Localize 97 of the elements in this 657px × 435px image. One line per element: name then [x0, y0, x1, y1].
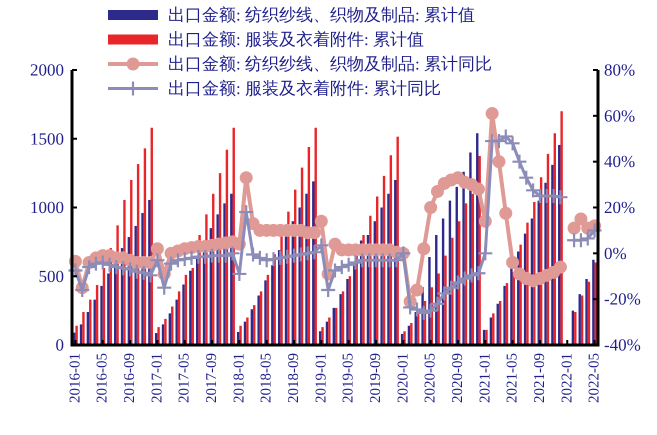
bar [232, 128, 235, 345]
bar [278, 250, 280, 345]
bar [554, 133, 556, 345]
legend-label: 出口金额: 纺织纱线、织物及制品: 累计同比 [168, 54, 492, 74]
x-tick-label: 2021-05 [504, 353, 521, 403]
bar [89, 300, 92, 345]
bar [253, 305, 256, 345]
bar [339, 294, 342, 345]
x-tick-label: 2017-01 [149, 353, 166, 403]
bar [168, 313, 172, 345]
bar [189, 270, 192, 345]
bar [503, 286, 506, 345]
x-tick-label: 2016-09 [122, 353, 138, 403]
bar [86, 312, 90, 345]
x-tick-label: 2020-09 [450, 353, 466, 403]
bar [451, 238, 454, 345]
x-tick-label: 2017-05 [176, 353, 193, 403]
y-tick-label: 2000 [30, 60, 64, 80]
bar [192, 268, 194, 345]
x-tick-label: 2022-01 [559, 353, 576, 403]
bar [574, 312, 576, 345]
y-tick-label: 1500 [30, 129, 64, 148]
x-tick-label: 2019-01 [313, 353, 330, 403]
bar [196, 257, 198, 345]
bar [107, 274, 110, 345]
y-tick-label: 500 [38, 266, 64, 286]
legend-label: 出口金额: 服装及衣着附件: 累计同比 [168, 79, 441, 98]
bar [416, 313, 420, 345]
bar [592, 260, 595, 345]
bar [178, 291, 180, 345]
bar [353, 264, 356, 345]
bar [435, 235, 438, 345]
bar [512, 272, 516, 345]
legend-label: 出口金额: 服装及衣着附件: 累计值 [168, 30, 424, 49]
x-tick-label: 2021-01 [477, 353, 494, 403]
x-tick-label: 2018-05 [258, 353, 275, 403]
bar [274, 254, 276, 345]
bar [266, 274, 270, 345]
y2-tick-label: 20% [604, 198, 636, 217]
bar [175, 300, 178, 345]
x-tick-label: 2019-05 [340, 353, 357, 403]
bar [271, 265, 274, 345]
bar [578, 294, 581, 345]
x-tick-label: 2018-01 [231, 353, 248, 403]
legend-label: 出口金额: 纺织纱线、织物及制品: 累计值 [168, 6, 475, 24]
bar [585, 279, 588, 345]
x-tick-label: 2022-05 [586, 353, 603, 403]
y2-tick-label: -20% [604, 290, 641, 309]
bar [96, 285, 98, 345]
x-tick-label: 2016-01 [67, 353, 84, 403]
bar [164, 318, 167, 345]
bar [492, 313, 495, 345]
bar [428, 257, 431, 345]
bar [408, 326, 410, 345]
y-tick-label: 1000 [30, 198, 64, 217]
x-tick-label: 2021-09 [532, 353, 548, 403]
x-tick-label: 2020-05 [422, 353, 439, 403]
bar [82, 312, 85, 345]
bar [498, 301, 502, 345]
bar [335, 308, 338, 345]
bar [257, 296, 260, 345]
bar [246, 318, 249, 345]
bar [458, 221, 460, 345]
x-tick-label: 2018-09 [286, 353, 302, 403]
bar [572, 310, 574, 345]
bar [102, 268, 106, 345]
bar [510, 268, 513, 345]
y-tick-label: 0 [56, 336, 64, 354]
bar [184, 274, 188, 345]
bar [496, 304, 499, 345]
bar [260, 291, 262, 345]
y2-tick-label: 40% [604, 152, 636, 172]
bar [456, 186, 458, 345]
bar [414, 312, 417, 345]
y2-tick-label: -40% [604, 336, 641, 354]
x-tick-label: 2017-09 [204, 353, 220, 403]
bar [348, 276, 352, 345]
x-tick-label: 2019-09 [368, 353, 384, 403]
bar [171, 306, 174, 345]
x-tick-label: 2020-01 [395, 353, 412, 403]
bar [448, 200, 452, 345]
x-tick-label: 2016-05 [94, 353, 111, 403]
bar [94, 300, 96, 345]
bar [472, 194, 474, 345]
bar [538, 200, 540, 345]
bar [250, 309, 254, 345]
bar [442, 218, 444, 345]
bar [560, 111, 563, 345]
bar [533, 202, 536, 345]
y2-tick-label: 80% [604, 60, 636, 80]
bar [328, 318, 331, 345]
y2-tick-label: 60% [604, 106, 636, 126]
bar [490, 318, 492, 345]
bar [332, 308, 335, 345]
bar [580, 296, 584, 345]
y2-tick-label: 0% [604, 244, 627, 263]
bar [410, 323, 413, 345]
